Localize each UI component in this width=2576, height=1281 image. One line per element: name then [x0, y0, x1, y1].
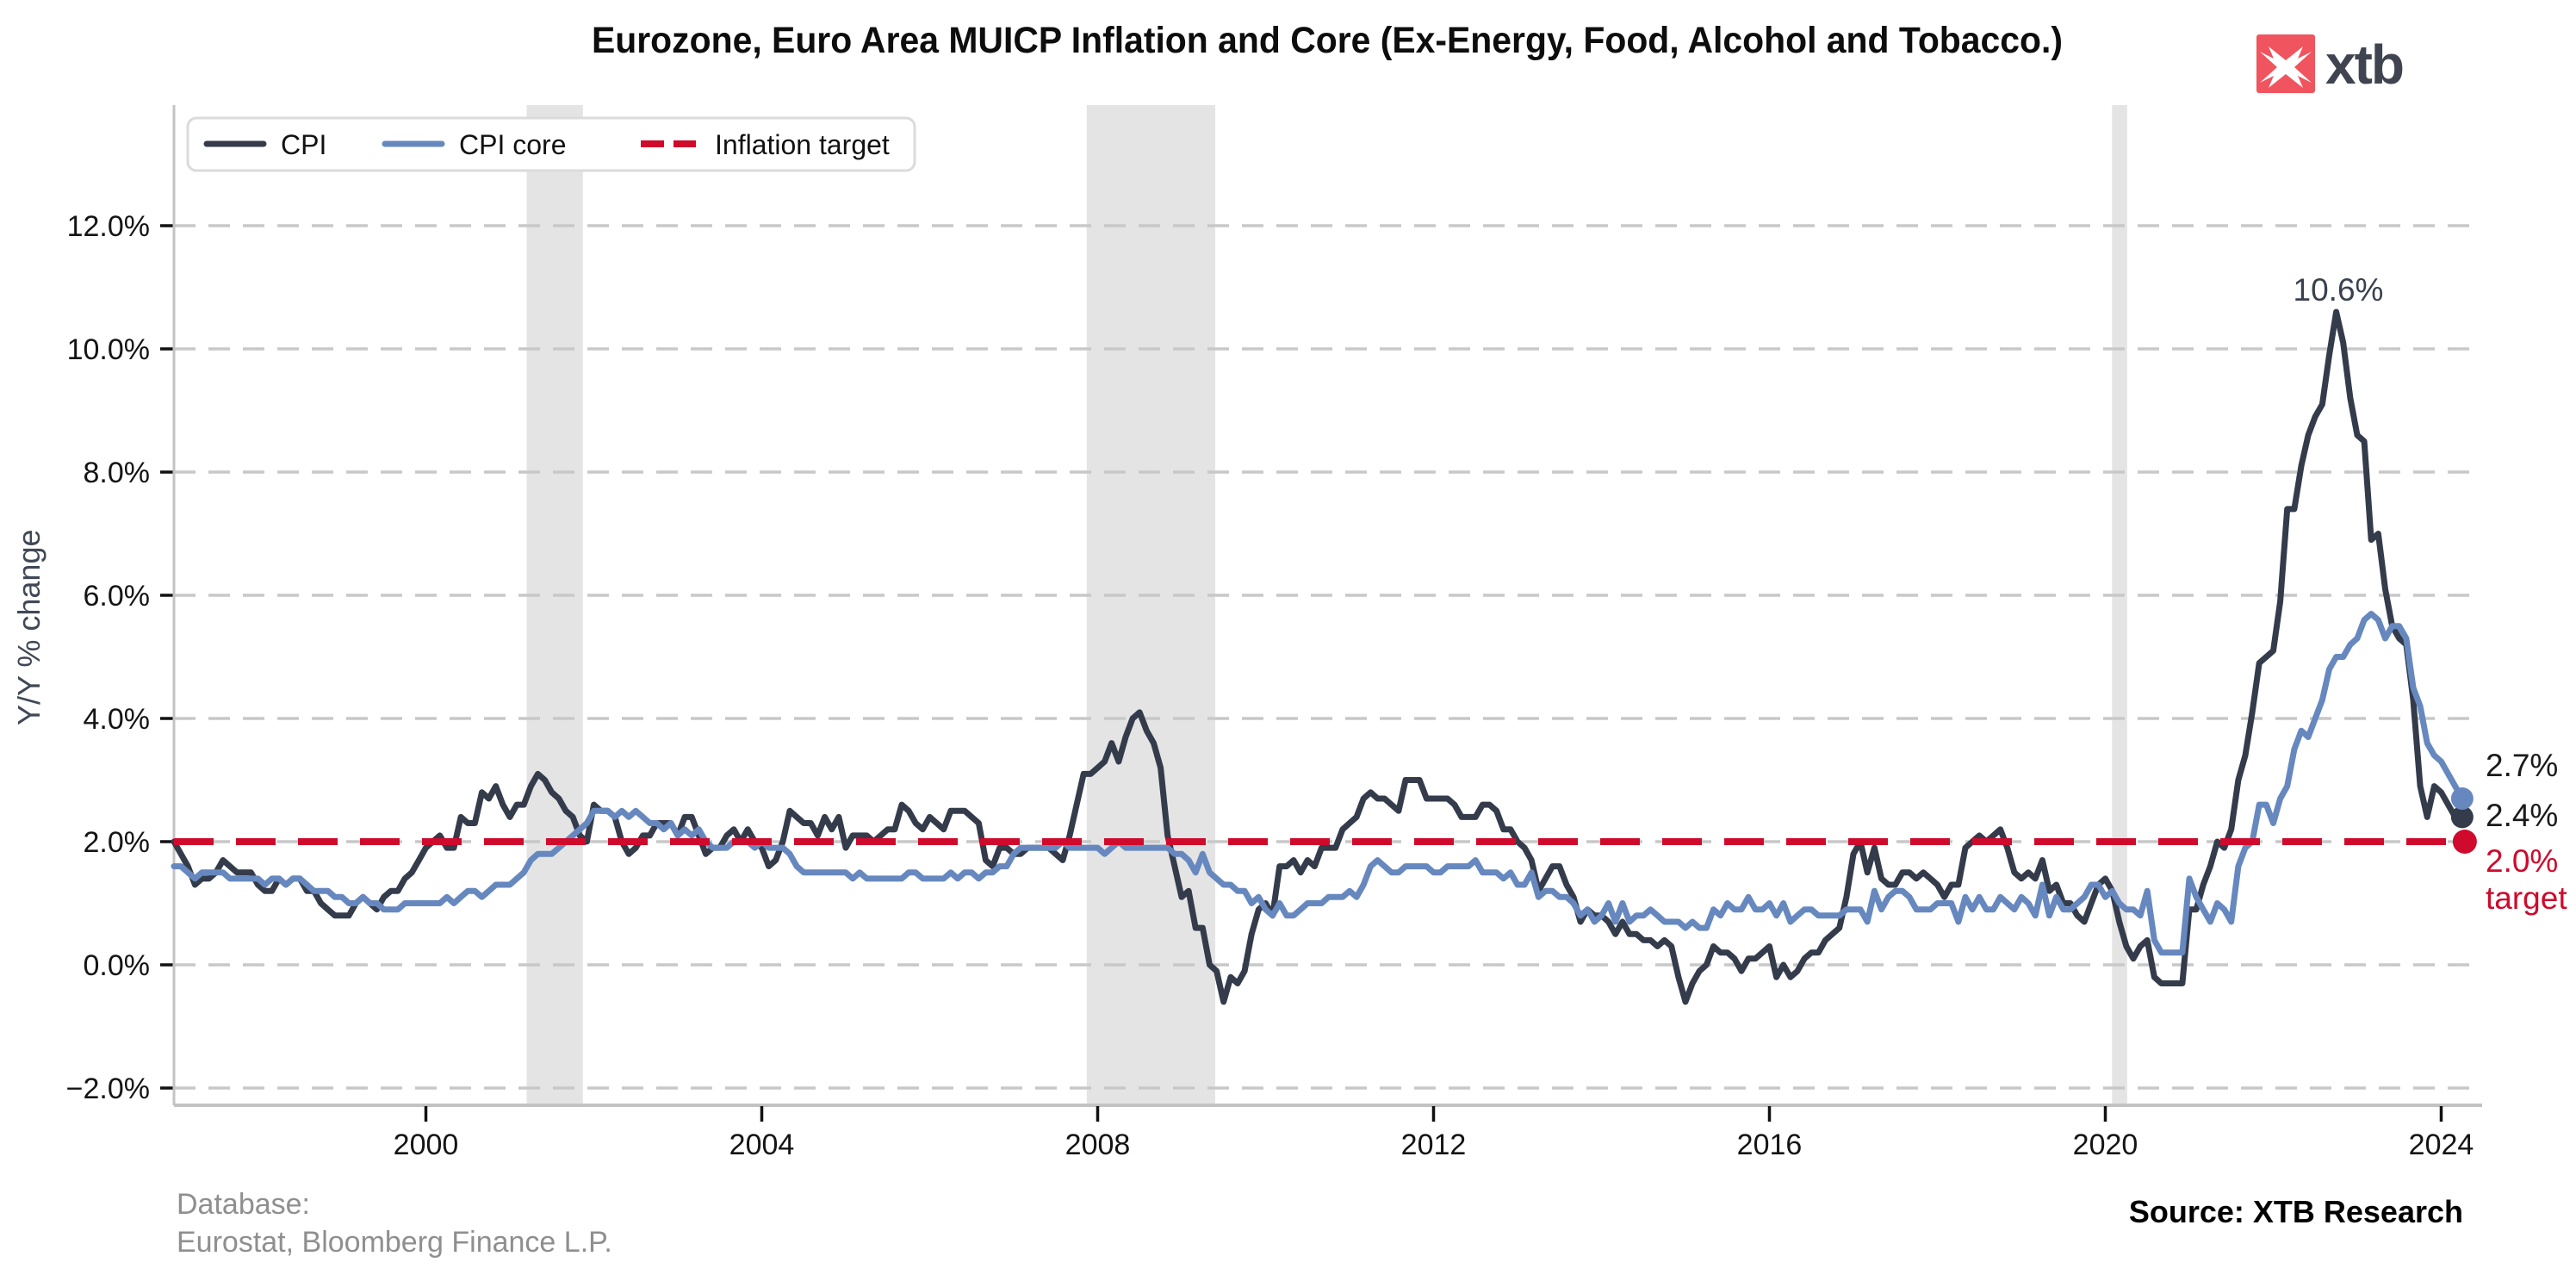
- y-tick-label: −2.0%: [66, 1073, 150, 1105]
- recession-bands: [526, 105, 2127, 1105]
- x-tick-label: 2020: [2073, 1129, 2138, 1161]
- recession-band: [1086, 105, 1215, 1105]
- x-tick-label: 2012: [1401, 1129, 1467, 1161]
- cpi-end-dot: [2450, 805, 2474, 829]
- footer-database-label: Database:: [177, 1188, 310, 1221]
- core-end-dot: [2450, 787, 2474, 810]
- target-end-dot: [2452, 830, 2477, 854]
- y-tick-label: 2.0%: [84, 826, 151, 859]
- y-tick-label: 6.0%: [84, 580, 151, 613]
- y-tick-label: 0.0%: [84, 949, 151, 982]
- recession-band: [2112, 105, 2127, 1105]
- legend-core-label: CPI core: [459, 129, 566, 160]
- legend-target-label: Inflation target: [715, 129, 890, 160]
- xtb-logo: xtb: [2256, 34, 2405, 96]
- recession-band: [526, 105, 583, 1105]
- y-tick-label: 4.0%: [84, 703, 151, 736]
- target-value-label: 2.0%: [2486, 843, 2558, 879]
- target-word-label: target: [2486, 880, 2567, 916]
- xtb-bird-icon: [2260, 47, 2312, 88]
- peak-annotation: 10.6%: [2294, 272, 2384, 308]
- cpi-end-label: 2.4%: [2486, 798, 2558, 833]
- y-tick-label: 12.0%: [67, 210, 150, 243]
- x-tick-label: 2024: [2409, 1129, 2474, 1161]
- x-tick-label: 2008: [1065, 1129, 1131, 1161]
- legend-cpi-label: CPI: [281, 129, 326, 160]
- footer-source: Source: XTB Research: [2129, 1194, 2463, 1229]
- x-tick-label: 2000: [394, 1129, 459, 1161]
- footer-database-sources: Eurostat, Bloomberg Finance L.P.: [177, 1226, 612, 1259]
- y-axis-label: Y/Y % change: [11, 530, 47, 726]
- x-tick-label: 2004: [729, 1129, 795, 1161]
- y-tick-label: 10.0%: [67, 333, 150, 366]
- logo-wordmark: xtb: [2325, 34, 2403, 96]
- y-tick-label: 8.0%: [84, 457, 151, 489]
- axes: 12.0% 10.0% 8.0% 6.0% 4.0% 2.0% 0.0% −2.0% 2000 2…: [66, 105, 2482, 1161]
- data-series: [171, 308, 2477, 1005]
- chart-title: Eurozone, Euro Area MUICP Inflation and …: [592, 20, 2063, 61]
- legend: CPI CPI core Inflation target: [186, 116, 916, 172]
- cpi-core-line: [171, 611, 2466, 956]
- core-end-label: 2.7%: [2486, 748, 2558, 783]
- x-tick-label: 2016: [1737, 1129, 1803, 1161]
- legend-box: [186, 116, 916, 172]
- cpi-line: [171, 308, 2466, 1005]
